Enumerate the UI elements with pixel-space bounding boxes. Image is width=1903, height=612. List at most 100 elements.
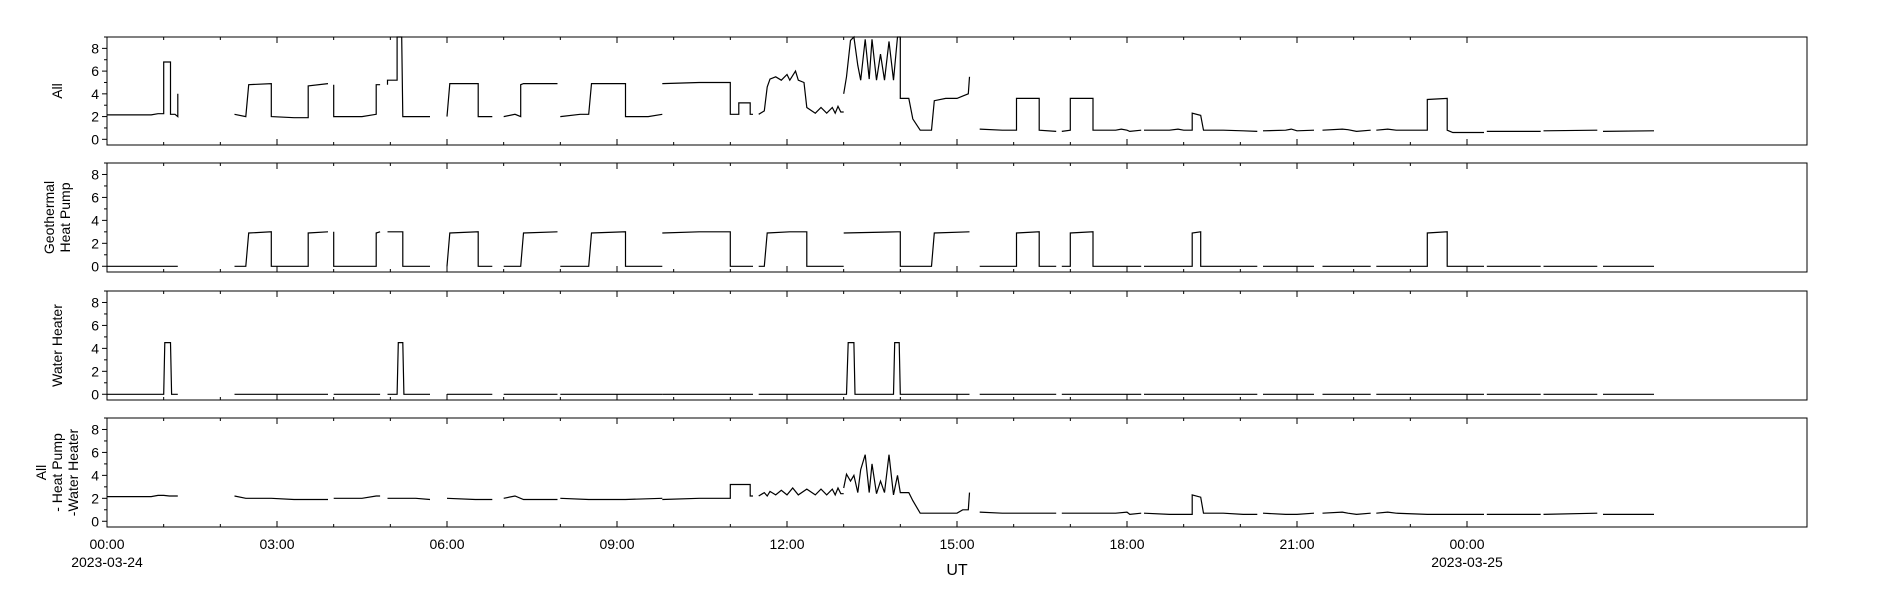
y-axis-label: Geothermal: [41, 181, 57, 254]
y-tick-label: 2: [91, 109, 99, 125]
x-tick-label: 18:00: [1109, 536, 1144, 552]
series-line: [758, 486, 844, 498]
y-tick-label: 4: [91, 212, 99, 228]
x-tick-label: 09:00: [599, 536, 634, 552]
y-tick-label: 8: [91, 166, 99, 182]
series-line: [387, 342, 430, 395]
series-line: [503, 231, 558, 267]
series-line: [843, 231, 970, 267]
y-tick-label: 8: [91, 294, 99, 310]
x-tick-label: 06:00: [429, 536, 464, 552]
panel-frame: [106, 290, 1808, 401]
y-tick-label: 0: [91, 131, 99, 147]
y-tick-label: 8: [91, 40, 99, 56]
series-line: [843, 342, 970, 395]
series-line: [1376, 231, 1484, 267]
series-line: [1144, 231, 1258, 267]
series-line: [234, 82, 329, 119]
series-line: [843, 35, 971, 131]
y-axis-label: - Heat Pump: [49, 433, 65, 512]
x-axis-label: UT: [946, 562, 968, 579]
y-tick-label: 8: [91, 421, 99, 437]
series-line: [107, 494, 178, 498]
series-line: [1061, 97, 1142, 133]
y-axis-label: All: [33, 465, 49, 481]
x-tick-label: 12:00: [769, 536, 804, 552]
panel-frame: [106, 417, 1808, 528]
x-tick-label: 15:00: [939, 536, 974, 552]
y-tick-label: 6: [91, 444, 99, 460]
series-line: [1061, 231, 1142, 267]
series-line: [446, 231, 493, 267]
y-tick-label: 0: [91, 513, 99, 529]
y-tick-label: 4: [91, 86, 99, 102]
y-tick-label: 4: [91, 340, 99, 356]
series-line: [662, 81, 753, 115]
series-line: [387, 231, 430, 267]
series-line: [758, 69, 844, 115]
series-line: [560, 231, 663, 267]
series-line: [1262, 512, 1315, 515]
y-tick-label: 2: [91, 235, 99, 251]
x-tick-label: 03:00: [259, 536, 294, 552]
panel-2: 0 2 4 6 8 Geothermal Heat Pump: [41, 162, 1808, 274]
series-line: [560, 497, 663, 501]
series-line: [979, 511, 1057, 514]
y-axis-label: Water Heater: [49, 304, 65, 387]
series-line: [560, 83, 663, 118]
series-line: [333, 84, 381, 118]
series-line: [1376, 511, 1484, 515]
y-tick-label: 0: [91, 258, 99, 274]
series-line: [1376, 97, 1484, 134]
series-line: [107, 61, 179, 118]
x-tick-label: 00:00: [1449, 536, 1484, 552]
x-tick-label: 21:00: [1279, 536, 1314, 552]
y-axis-label: All: [49, 83, 65, 99]
series-line: [1543, 129, 1598, 132]
series-line: [333, 231, 381, 267]
x-date-label-end: 2023-03-25: [1431, 554, 1503, 570]
y-tick-label: 6: [91, 317, 99, 333]
series-line: [1061, 511, 1142, 516]
series-line: [333, 495, 381, 499]
panel-frame: [106, 36, 1808, 146]
series-line: [1543, 512, 1598, 515]
series-line: [387, 497, 431, 501]
series-line: [234, 495, 328, 501]
series-line: [1262, 128, 1315, 132]
series-line: [1322, 511, 1371, 516]
y-tick-label: 4: [91, 467, 99, 483]
y-axis-label: -Water Heater: [65, 428, 81, 516]
panel-3: 0 2 4 6 8 Water Heater: [49, 290, 1808, 402]
y-tick-label: 2: [91, 490, 99, 506]
series-line: [1602, 130, 1655, 132]
series-line: [1143, 494, 1258, 515]
series-line: [107, 342, 178, 395]
x-tick-label: 00:00: [89, 536, 124, 552]
y-tick-label: 2: [91, 363, 99, 379]
series-line: [503, 495, 558, 501]
series-line: [662, 231, 753, 267]
series-line: [662, 483, 753, 501]
series-line: [234, 231, 329, 267]
series-line: [386, 36, 430, 118]
series-line: [979, 97, 1057, 132]
series-line: [446, 497, 493, 501]
y-tick-label: 6: [91, 189, 99, 205]
panel-1: 0 2 4 6 8 All: [49, 35, 1808, 147]
y-tick-label: 0: [91, 386, 99, 402]
y-axis-label: Heat Pump: [57, 182, 73, 252]
x-date-label-start: 2023-03-24: [71, 554, 143, 570]
series-line: [1144, 112, 1258, 132]
panel-4: 0 2 4 6 8 All - Heat Pump -Water Heater: [33, 417, 1808, 529]
series-line: [843, 454, 971, 514]
series-line: [1322, 128, 1371, 133]
series-line: [446, 83, 493, 118]
y-tick-label: 6: [91, 63, 99, 79]
series-line: [503, 83, 558, 118]
series-line: [758, 231, 844, 267]
series-line: [979, 231, 1057, 267]
panel-frame: [106, 162, 1808, 273]
